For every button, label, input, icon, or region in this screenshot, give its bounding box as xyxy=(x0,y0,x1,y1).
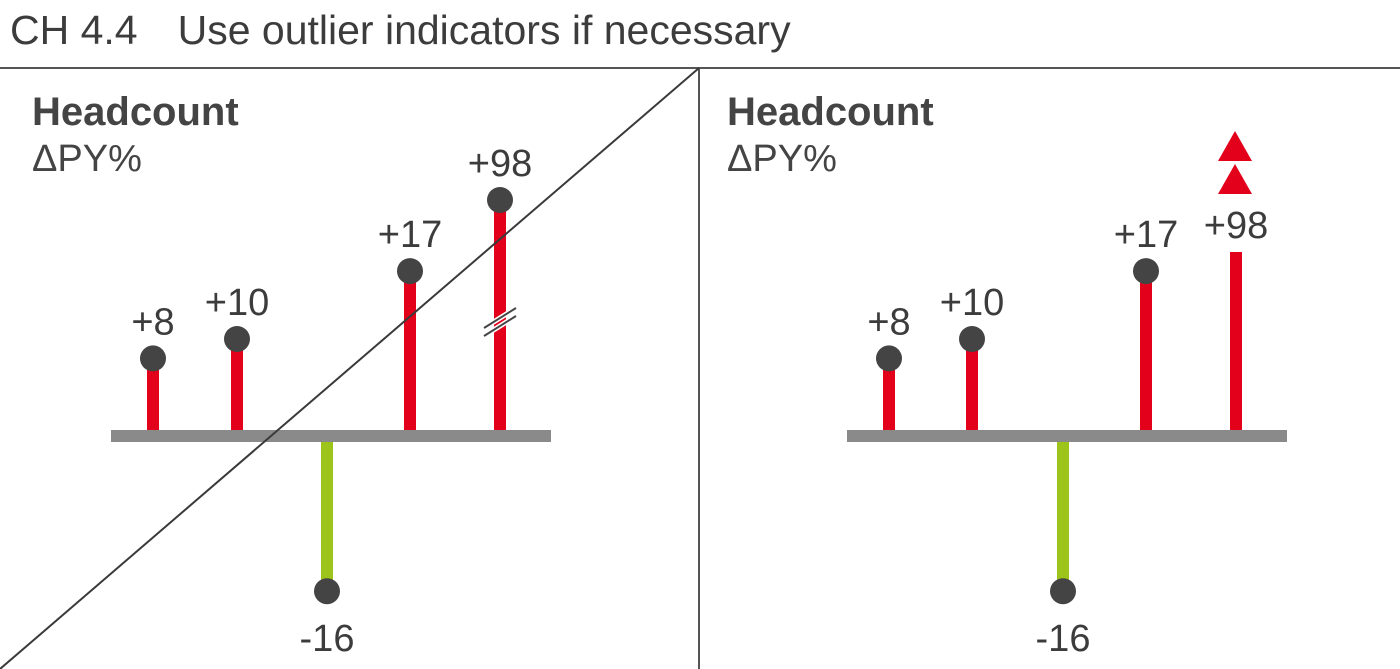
right-value-label-1: +10 xyxy=(940,282,1004,324)
left-cross-out-line xyxy=(0,67,700,669)
chapter-code: CH 4.4 xyxy=(10,7,138,53)
left-value-label-4: +98 xyxy=(468,143,532,185)
left-dot-1 xyxy=(224,326,250,352)
left-chart-title: Headcount xyxy=(32,90,239,134)
left-axis-break-mark xyxy=(482,305,518,339)
right-outlier-indicator-triangle-top xyxy=(1218,131,1252,161)
right-value-label-4: +98 xyxy=(1204,205,1268,247)
right-chart-title: Headcount xyxy=(727,90,934,134)
right-dot-1 xyxy=(959,326,985,352)
left-dot-3 xyxy=(397,258,423,285)
left-dot-0 xyxy=(140,345,166,372)
left-axis-break-line-1 xyxy=(483,315,517,337)
chapter-title: Use outlier indicators if necessary xyxy=(177,7,791,53)
left-chart-subtitle: ΔPY% xyxy=(32,138,142,180)
left-value-label-0: +8 xyxy=(131,301,174,343)
right-value-label-3: +17 xyxy=(1114,214,1178,256)
right-value-label-0: +8 xyxy=(867,301,910,343)
right-dot-3 xyxy=(1133,258,1159,285)
right-value-label-2: -16 xyxy=(1036,618,1091,660)
left-axis-break-line-0 xyxy=(483,307,517,329)
left-dot-2 xyxy=(314,578,340,605)
right-dot-2 xyxy=(1050,578,1076,605)
page-header: CH 4.4 Use outlier indicators if necessar… xyxy=(10,2,791,58)
left-value-label-3: +17 xyxy=(378,214,442,256)
right-chart-subtitle: ΔPY% xyxy=(727,138,837,180)
left-value-label-1: +10 xyxy=(205,282,269,324)
right-outlier-indicator-triangle-bottom xyxy=(1218,164,1252,194)
left-dot-4 xyxy=(487,187,513,213)
right-dot-0 xyxy=(876,345,902,372)
left-value-label-2: -16 xyxy=(300,618,355,660)
